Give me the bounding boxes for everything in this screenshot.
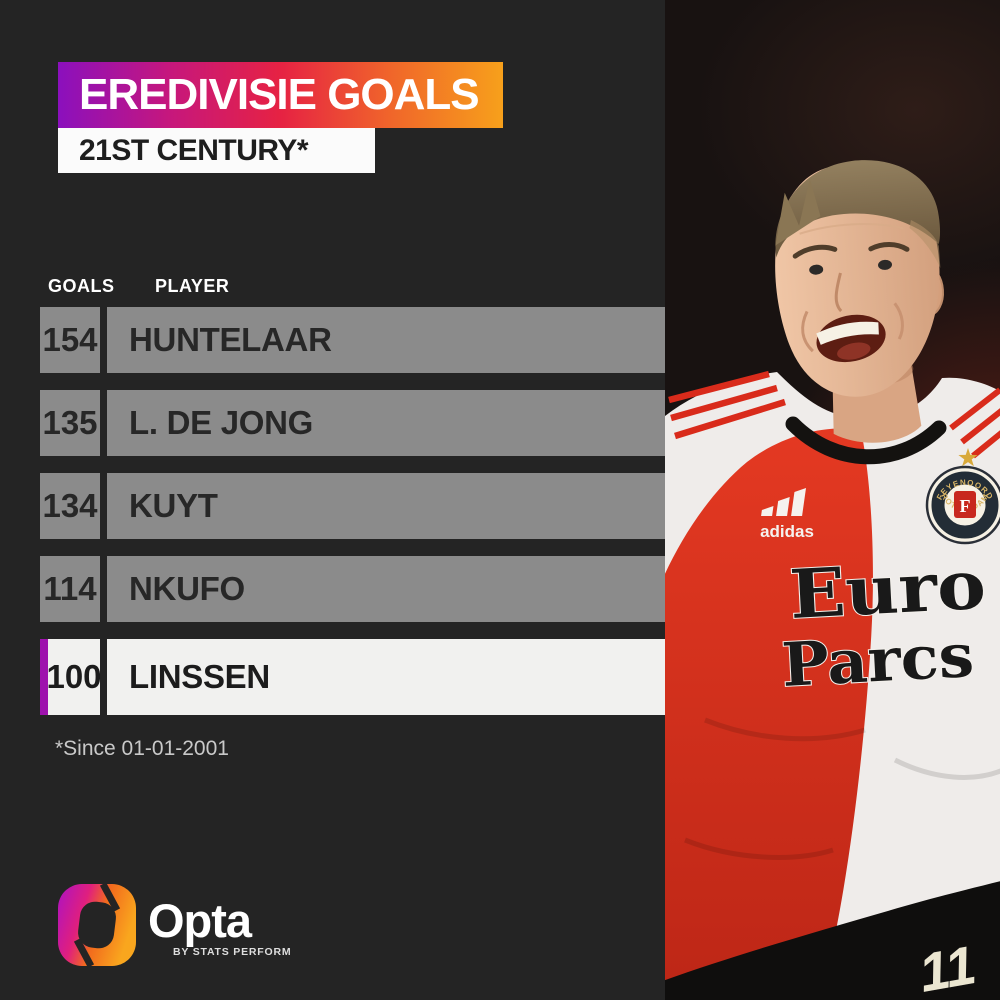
opta-logo-icon xyxy=(58,882,136,968)
table-row: 134 KUYT xyxy=(40,473,665,539)
teeth xyxy=(816,321,879,345)
player-column-header: PLAYER xyxy=(155,276,230,296)
title-banner: EREDIVISIE GOALS xyxy=(58,62,503,128)
column-headers: GOALS PLAYER xyxy=(48,276,229,297)
goals-cell: 114 xyxy=(40,556,100,622)
face xyxy=(775,165,940,397)
table-row: 114 NKUFO xyxy=(40,556,665,622)
nose xyxy=(834,272,843,313)
table-row: 135 L. DE JONG xyxy=(40,390,665,456)
smiling-mouth xyxy=(816,314,886,363)
crest-letter-f: F xyxy=(960,496,971,516)
opta-wordmark: Opta xyxy=(148,894,252,947)
opta-byline: BY STATS PERFORM xyxy=(173,946,292,958)
smile-creases xyxy=(801,302,904,353)
player-cell: NKUFO xyxy=(107,556,665,622)
player-head xyxy=(775,160,944,443)
table-row-highlighted: 100 LINSSEN xyxy=(40,639,665,715)
player-cell: KUYT xyxy=(107,473,665,539)
page-subtitle: 21ST CENTURY* xyxy=(79,133,309,167)
feyenoord-jersey: adidas FEYENOORD ROTTERDAM xyxy=(665,370,1000,1000)
goals-table: 154 HUNTELAAR 135 L. DE JONG 134 KUYT 11… xyxy=(40,307,665,732)
jersey-red-half xyxy=(665,428,873,1000)
eyes xyxy=(809,259,893,275)
goals-cell: 134 xyxy=(40,473,100,539)
table-row: 154 HUNTELAAR xyxy=(40,307,665,373)
player-illustration: adidas FEYENOORD ROTTERDAM xyxy=(665,0,1000,1000)
eyebrows xyxy=(792,242,910,259)
highlight-accent-bar xyxy=(40,639,48,715)
shorts-number: 11 xyxy=(915,935,981,1000)
goals-column-header: GOALS xyxy=(48,276,115,296)
shorts: 11 xyxy=(665,881,1000,1000)
goals-cell: 100 xyxy=(40,639,102,715)
player-photo: adidas FEYENOORD ROTTERDAM xyxy=(665,0,1000,1000)
player-cell: HUNTELAAR xyxy=(107,307,665,373)
shoulder-stripes-left xyxy=(668,370,786,440)
hair-quiff xyxy=(775,178,821,246)
hair-fade xyxy=(909,219,941,269)
sponsor-line1: Euro xyxy=(788,545,988,634)
shirt-sponsor: Euro Parcs xyxy=(779,544,988,702)
forehead-line xyxy=(799,223,904,235)
player-cell: LINSSEN xyxy=(107,639,665,715)
sponsor-line2: Parcs xyxy=(780,621,975,701)
adidas-wordmark: adidas xyxy=(760,522,814,541)
hair xyxy=(775,160,941,258)
adidas-logo: adidas xyxy=(760,488,814,541)
footnote: *Since 01-01-2001 xyxy=(55,737,229,760)
player-cell: L. DE JONG xyxy=(107,390,665,456)
jersey-wrinkles xyxy=(684,717,1000,860)
subtitle-banner: 21ST CENTURY* xyxy=(58,128,375,173)
goals-cell: 154 xyxy=(40,307,100,373)
crest-star-icon xyxy=(958,448,978,467)
goals-cell: 135 xyxy=(40,390,100,456)
page-title: EREDIVISIE GOALS xyxy=(79,70,480,119)
collar xyxy=(785,416,947,465)
feyenoord-crest: FEYENOORD ROTTERDAM F xyxy=(925,448,1000,545)
